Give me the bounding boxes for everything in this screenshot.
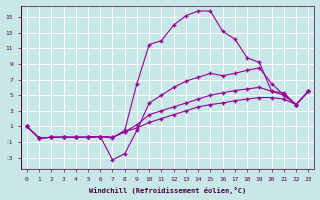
X-axis label: Windchill (Refroidissement éolien,°C): Windchill (Refroidissement éolien,°C) [89,187,246,194]
